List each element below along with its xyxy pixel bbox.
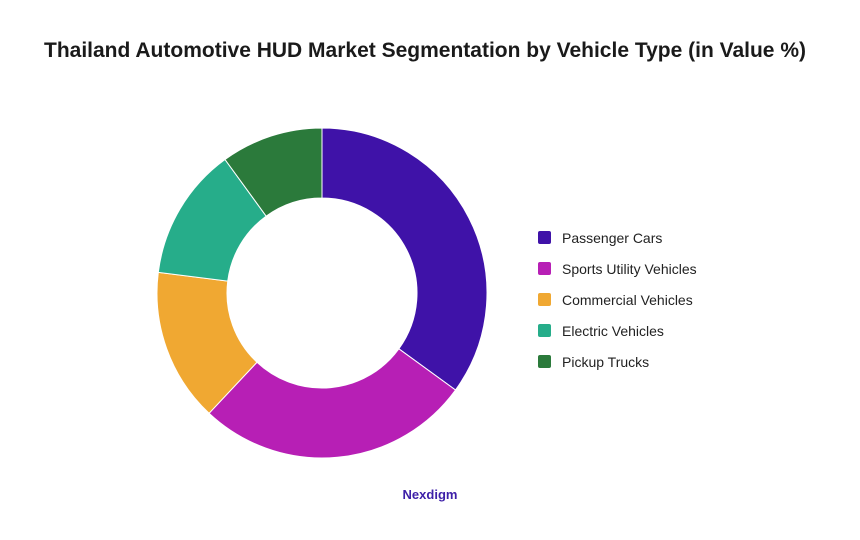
legend-label: Sports Utility Vehicles: [562, 260, 697, 277]
legend-label: Electric Vehicles: [562, 322, 664, 339]
slice-passenger-cars[interactable]: [321, 127, 488, 391]
chart-title: Thailand Automotive HUD Market Segmentat…: [44, 39, 806, 62]
legend-item-electric-vehicles[interactable]: Electric Vehicles: [538, 315, 697, 346]
slice-pickup-trucks[interactable]: [224, 127, 323, 217]
legend-item-pickup-trucks[interactable]: Pickup Trucks: [538, 346, 697, 377]
chart-legend: Passenger Cars Sports Utility Vehicles Com…: [538, 222, 697, 377]
legend-label: Passenger Cars: [562, 229, 663, 246]
legend-label: Commercial Vehicles: [562, 291, 693, 308]
legend-swatch: [538, 262, 551, 275]
legend-item-passenger-cars[interactable]: Passenger Cars: [538, 222, 697, 253]
brand-label: Nexdigm: [402, 487, 458, 502]
slice-sports-utility-vehicles[interactable]: [208, 348, 457, 459]
legend-item-commercial-vehicles[interactable]: Commercial Vehicles: [538, 284, 697, 315]
legend-swatch: [538, 355, 551, 368]
legend-swatch: [538, 293, 551, 306]
legend-label: Pickup Trucks: [562, 353, 650, 370]
legend-item-sports-utility-vehicles[interactable]: Sports Utility Vehicles: [538, 253, 697, 284]
legend-swatch: [538, 231, 551, 244]
legend-swatch: [538, 324, 551, 337]
